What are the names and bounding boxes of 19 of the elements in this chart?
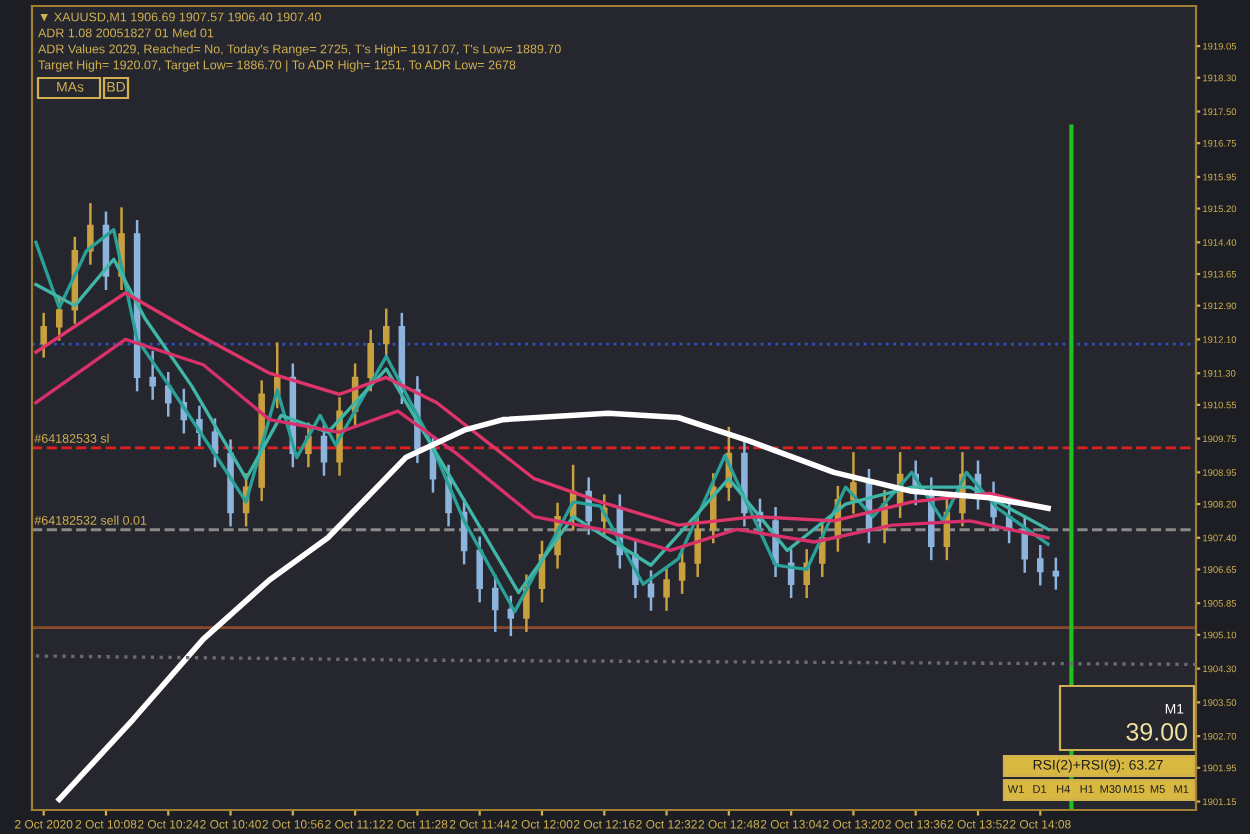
candlestick — [55, 295, 63, 341]
candlestick — [647, 570, 655, 611]
candlestick — [476, 536, 483, 603]
candlestick — [1021, 515, 1028, 573]
line-series — [34, 337, 1050, 553]
candlestick — [149, 350, 156, 400]
candlestick — [87, 203, 94, 265]
candlestick — [320, 422, 328, 476]
candlestick — [523, 574, 530, 632]
candlestick — [663, 566, 670, 611]
candlestick — [694, 515, 701, 578]
annotation: 39.00 — [1126, 723, 1188, 741]
candlestick — [678, 549, 686, 594]
candlestick — [40, 312, 47, 358]
candlestick — [491, 574, 499, 632]
candlestick — [382, 308, 390, 358]
candlestick — [367, 329, 374, 392]
candlestick — [164, 371, 172, 417]
candlestick — [1037, 544, 1044, 586]
